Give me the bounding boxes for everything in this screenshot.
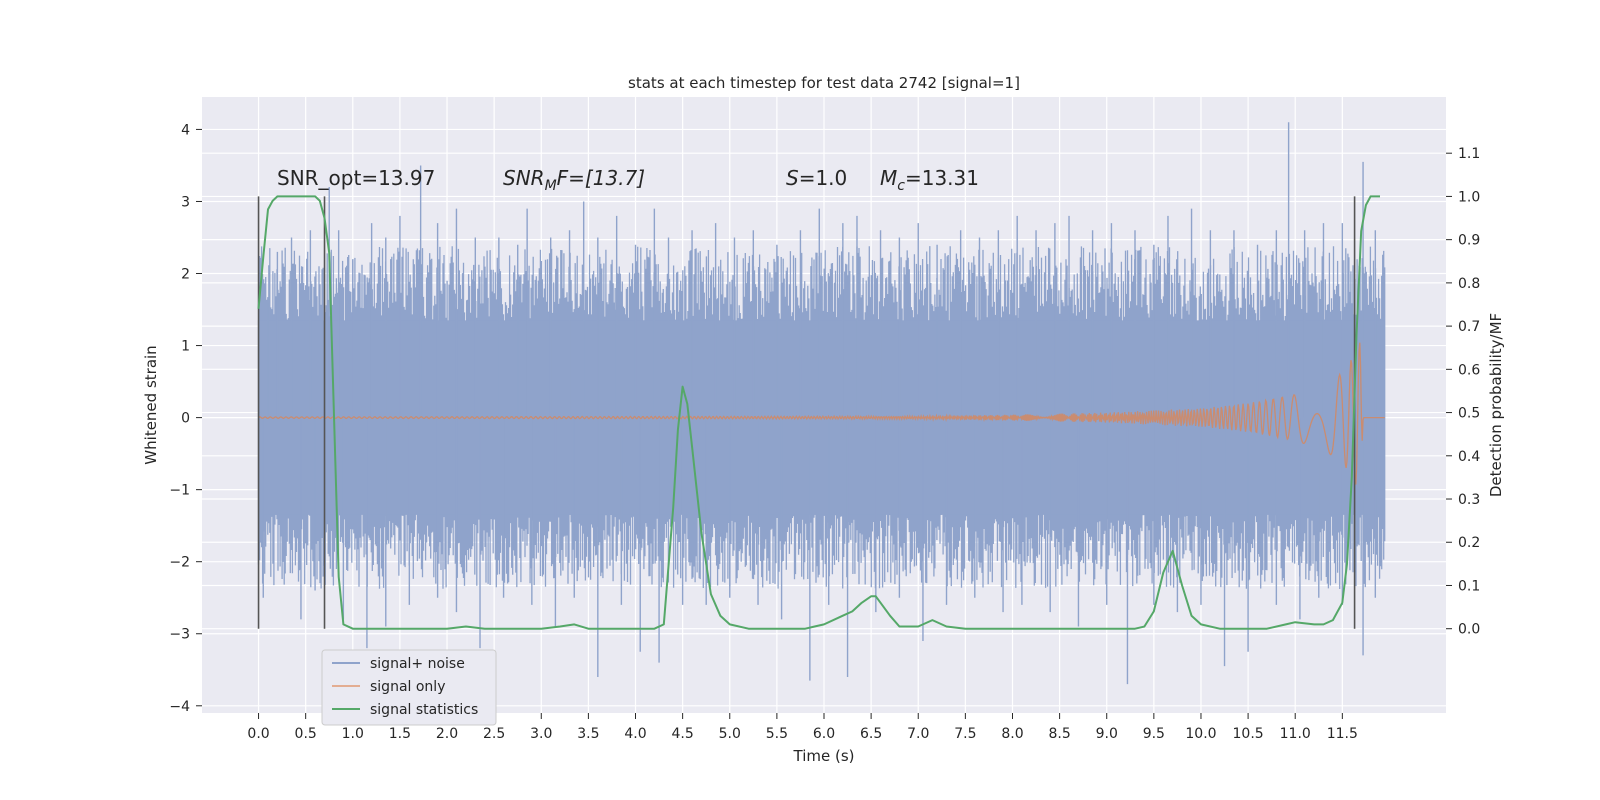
x-tick-label: 11.5 xyxy=(1327,726,1358,742)
snr-mf-sub: M xyxy=(545,178,557,194)
x-tick-label: 4.0 xyxy=(624,726,646,742)
x-tick-label: 4.5 xyxy=(672,726,694,742)
annotation-snr-opt: SNR_opt=13.97 xyxy=(277,166,435,190)
x-tick-label: 8.0 xyxy=(1001,726,1023,742)
x-tick-label: 9.5 xyxy=(1143,726,1165,742)
right-y-tick-label: 0.6 xyxy=(1458,362,1480,378)
right-y-tick-label: 0.8 xyxy=(1458,276,1480,292)
snr-mf-rest: F=[13.7] xyxy=(557,166,645,190)
x-tick-label: 2.0 xyxy=(436,726,458,742)
legend-label-noise: signal+ noise xyxy=(370,656,465,672)
right-y-tick-label: 1.1 xyxy=(1458,146,1480,162)
x-tick-label: 11.0 xyxy=(1280,726,1311,742)
left-y-axis-ticks: 4 3 2 1 0 −1 −2 −3 −4 xyxy=(169,122,202,715)
right-y-tick-label: 0.0 xyxy=(1458,622,1480,638)
mc-sub: c xyxy=(897,178,905,194)
right-y-tick-label: 0.1 xyxy=(1458,578,1480,594)
x-tick-label: 7.5 xyxy=(954,726,976,742)
right-y-tick-label: 0.3 xyxy=(1458,492,1480,508)
x-tick-label: 0.0 xyxy=(247,726,269,742)
right-y-tick-label: 1.0 xyxy=(1458,189,1480,205)
right-y-tick-label: 0.2 xyxy=(1458,535,1480,551)
right-y-axis-label: Detection probability/MF xyxy=(1487,313,1505,497)
left-y-tick-label: 0 xyxy=(181,411,190,427)
x-tick-label: 1.5 xyxy=(389,726,411,742)
right-y-tick-label: 0.5 xyxy=(1458,406,1480,422)
x-tick-label: 5.5 xyxy=(766,726,788,742)
right-y-tick-label: 0.9 xyxy=(1458,233,1480,249)
annotation-snr-mf: SNRMF=[13.7] xyxy=(503,166,645,194)
left-y-tick-label: −3 xyxy=(169,627,190,643)
s-rest: =1.0 xyxy=(799,166,848,190)
left-y-axis-label: Whitened strain xyxy=(142,345,160,464)
x-tick-label: 1.0 xyxy=(342,726,364,742)
right-y-tick-label: 0.7 xyxy=(1458,319,1480,335)
signal-only-line xyxy=(258,342,1385,485)
right-y-tick-label: 0.4 xyxy=(1458,449,1480,465)
left-y-tick-label: −1 xyxy=(169,483,190,499)
right-y-axis-ticks: 1.1 1.0 0.9 0.8 0.7 0.6 0.5 0.4 0.3 0.2 0.1 0.0 xyxy=(1446,146,1480,638)
x-tick-label: 3.5 xyxy=(577,726,599,742)
x-axis-ticks: 0.0 0.5 1.0 1.5 2.0 2.5 3.0 3.5 4.0 4.5 5.0 5.5 6.0 6… xyxy=(247,713,1358,742)
x-tick-label: 6.5 xyxy=(860,726,882,742)
legend-box xyxy=(321,649,497,726)
mc-var: M xyxy=(880,166,897,190)
x-tick-label: 10.0 xyxy=(1185,726,1216,742)
legend-label-signal: signal only xyxy=(370,679,445,695)
mc-rest: =13.31 xyxy=(905,166,979,190)
left-y-tick-label: −2 xyxy=(169,555,190,571)
chart-title: stats at each timestep for test data 274… xyxy=(628,74,1020,92)
x-tick-label: 0.5 xyxy=(295,726,317,742)
x-tick-label: 9.0 xyxy=(1096,726,1118,742)
signal-only-series xyxy=(258,342,1385,485)
left-y-tick-label: −4 xyxy=(169,699,190,715)
legend: signal+ noise signal only signal statist… xyxy=(321,649,497,726)
x-tick-label: 7.0 xyxy=(907,726,929,742)
signal-statistics-series xyxy=(257,195,1380,630)
snr-mf-prefix: SNR xyxy=(503,166,545,190)
x-tick-label: 6.0 xyxy=(813,726,835,742)
left-y-tick-label: 3 xyxy=(181,194,190,210)
annotation-mc: Mc=13.31 xyxy=(880,166,979,194)
s-var: S xyxy=(786,166,799,190)
x-tick-label: 3.0 xyxy=(530,726,552,742)
x-axis-label: Time (s) xyxy=(793,747,855,765)
annotation-s: S=1.0 xyxy=(786,166,847,190)
legend-label-stat: signal statistics xyxy=(370,702,478,718)
x-tick-label: 10.5 xyxy=(1233,726,1264,742)
left-y-tick-label: 2 xyxy=(181,267,190,283)
x-tick-label: 8.5 xyxy=(1048,726,1070,742)
x-tick-label: 2.5 xyxy=(483,726,505,742)
x-tick-label: 5.0 xyxy=(719,726,741,742)
signal-statistics-line xyxy=(257,195,1380,630)
left-y-tick-label: 4 xyxy=(181,122,190,138)
left-y-tick-label: 1 xyxy=(181,339,190,355)
